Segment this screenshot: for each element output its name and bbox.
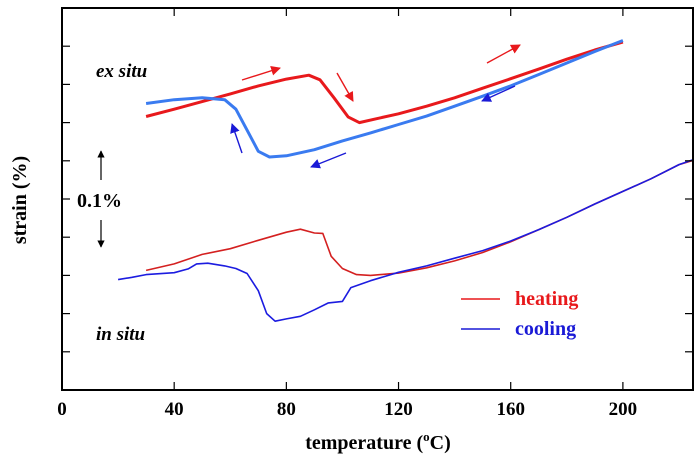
legend-heating-label: heating <box>515 288 578 310</box>
heating-arrow-2 <box>336 72 354 102</box>
x-tick-label-2: 80 <box>277 399 296 420</box>
heating-arrow-1 <box>241 65 281 81</box>
scale-bar-label: 0.1% <box>77 190 122 212</box>
ticks-layer <box>61 8 693 390</box>
x-axis-title: temperature (oC) <box>305 429 451 454</box>
series-line-1 <box>145 39 624 159</box>
series-line-0 <box>145 40 624 125</box>
plot-frame <box>61 7 694 391</box>
legend-cooling-label: cooling <box>515 318 576 340</box>
x-tick-label-4: 160 <box>496 399 525 420</box>
ex-situ-label: ex situ <box>96 61 147 82</box>
cooling-arrow-2 <box>310 152 347 169</box>
y-axis-title: strain (%) <box>9 156 31 244</box>
cooling-arrow-3 <box>230 123 243 154</box>
cooling-arrow-1 <box>481 85 516 102</box>
x-tick-label-1: 40 <box>165 399 184 420</box>
series-line-2 <box>145 159 693 277</box>
x-tick-label-0: 0 <box>57 399 67 420</box>
x-tick-label-5: 200 <box>609 399 638 420</box>
in-situ-label: in situ <box>96 324 145 345</box>
x-axis-title-suffix: C) <box>430 432 451 454</box>
x-axis-title-sup: o <box>423 429 430 444</box>
x-tick-label-3: 120 <box>384 399 413 420</box>
series-line-3 <box>117 158 693 323</box>
series-layer <box>117 39 693 323</box>
heating-arrow-3 <box>486 44 521 64</box>
tick-labels-layer: 0 40 80 120 160 200 <box>57 399 637 420</box>
x-axis-title-main: temperature ( <box>305 432 423 454</box>
legend: heating cooling <box>461 288 578 340</box>
